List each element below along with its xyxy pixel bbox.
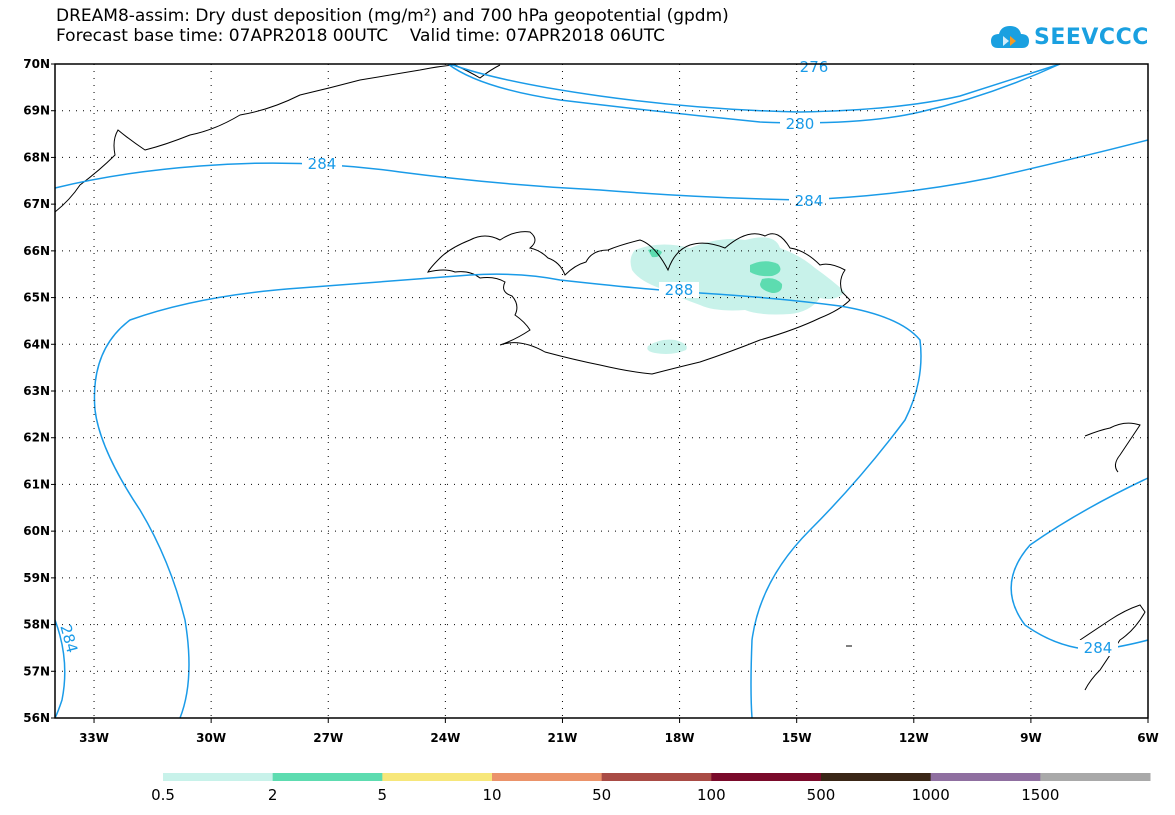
colorbar-label: 500 [806, 786, 836, 804]
colorbar-segment [1040, 773, 1151, 781]
dust-area-medium [750, 261, 781, 277]
contour-label: 284 [56, 623, 81, 655]
contour-line-280 [447, 63, 1061, 124]
latitude-label: 68N [23, 150, 50, 164]
latitude-label: 56N [23, 711, 50, 725]
longitude-labels: 33W 30W 27W 24W 21W 18W 15W 12W 9W 6W [79, 718, 1159, 745]
colorbar-segment [492, 773, 603, 781]
contour-line-284-west [94, 409, 190, 719]
graticule [55, 64, 1148, 718]
colorbar-label: 100 [697, 786, 726, 804]
contour-label: 280 [786, 115, 815, 133]
colorbar-label: 1500 [1021, 786, 1060, 804]
colorbar-label: 50 [592, 786, 612, 804]
latitude-label: 66N [23, 244, 50, 258]
contour-line-288 [93, 273, 922, 719]
longitude-label: 18W [665, 731, 695, 745]
colorbar-segment [382, 773, 493, 781]
latitude-label: 57N [23, 664, 50, 678]
latitude-label: 63N [23, 384, 50, 398]
seevccc-logo: SEEVCCC [990, 20, 1149, 54]
contour-line-276 [449, 63, 1061, 113]
latitude-label: 65N [23, 291, 50, 305]
colorbar-label: 1000 [911, 786, 950, 804]
longitude-label: 30W [196, 731, 226, 745]
contour-line-284-east [1010, 477, 1149, 651]
longitude-label: 21W [547, 731, 577, 745]
latitude-label: 62N [23, 431, 50, 445]
longitude-label: 12W [899, 731, 929, 745]
contour-line-284-north [54, 139, 1149, 201]
contour-label: 284 [1084, 639, 1113, 657]
colorbar-segment [930, 773, 1041, 781]
latitude-label: 61N [23, 477, 50, 491]
latitude-label: 69N [23, 104, 50, 118]
scotland-coastline [1084, 422, 1141, 473]
colorbar [163, 773, 1151, 781]
contour-label: 276 [800, 58, 829, 76]
latitude-label: 60N [23, 524, 50, 538]
latitude-label: 58N [23, 618, 50, 632]
chart-title-line1: DREAM8-assim: Dry dust deposition (mg/m²… [56, 6, 729, 26]
colorbar-segment [163, 773, 274, 781]
longitude-label: 6W [1137, 731, 1159, 745]
colorbar-segment [711, 773, 822, 781]
longitude-label: 33W [79, 731, 109, 745]
dust-area-medium [760, 278, 783, 293]
contour-label: 288 [665, 281, 694, 299]
longitude-label: 24W [430, 731, 460, 745]
greenland-coastline [54, 64, 501, 213]
colorbar-label: 2 [267, 786, 278, 804]
dust-area-light-south [647, 339, 687, 354]
cloud-logo-icon [991, 26, 1029, 48]
colorbar-label: 10 [482, 786, 502, 804]
colorbar-segment [272, 773, 383, 781]
iceland-coastline [427, 231, 851, 375]
contour-label: 284 [308, 155, 337, 173]
logo-text: SEEVCCC [1034, 24, 1149, 50]
coastlines [54, 64, 1146, 691]
longitude-label: 27W [313, 731, 343, 745]
latitude-labels: 70N 69N 68N 67N 66N 65N 64N 63N 62N 61N 60N 59N 58N 5… [23, 57, 55, 725]
chart-title-line2: Forecast base time: 07APR2018 00UTC Vali… [56, 26, 665, 46]
latitude-label: 59N [23, 571, 50, 585]
latitude-label: 70N [23, 57, 50, 71]
longitude-label: 9W [1020, 731, 1042, 745]
contour-line-284-sw [54, 619, 66, 719]
colorbar-label: 5 [377, 786, 388, 804]
colorbar-segment [601, 773, 712, 781]
colorbar-segment [821, 773, 932, 781]
contour-label: 284 [795, 192, 824, 210]
latitude-label: 64N [23, 337, 50, 351]
latitude-label: 67N [23, 197, 50, 211]
colorbar-label: 0.5 [151, 786, 175, 804]
longitude-label: 15W [782, 731, 812, 745]
